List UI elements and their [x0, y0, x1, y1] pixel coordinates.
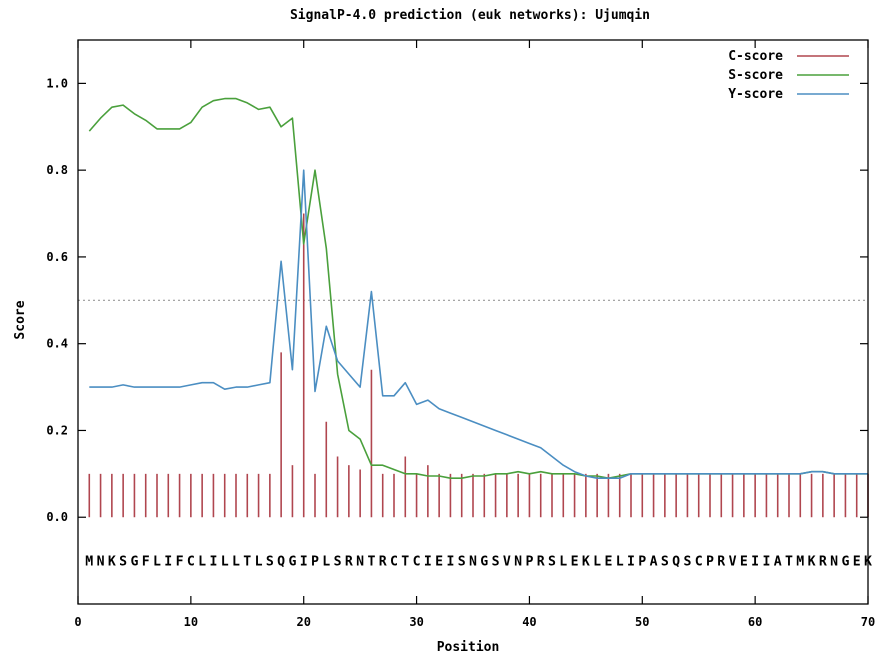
sequence-residue: R	[717, 555, 725, 570]
sequence-residue: T	[401, 555, 409, 570]
sequence-residue: G	[288, 555, 296, 570]
sequence-residue: I	[446, 555, 454, 570]
x-tick-label: 40	[522, 615, 536, 629]
sequence-residue: Q	[277, 555, 285, 570]
sequence-residue: L	[616, 555, 624, 570]
sequence-residue: G	[130, 555, 138, 570]
sequence-residue: I	[751, 555, 759, 570]
legend: C-score S-score Y-score	[728, 49, 849, 102]
sequence-residue: L	[232, 555, 240, 570]
x-axis-label: Position	[437, 640, 500, 655]
sequence-residue: S	[492, 555, 500, 570]
sequence-residue: C	[695, 555, 703, 570]
sequence-residue: A	[774, 555, 782, 570]
sequence-residue: I	[424, 555, 432, 570]
x-tick-label: 50	[635, 615, 649, 629]
sequence-residue: L	[322, 555, 330, 570]
y-score-line	[89, 169, 868, 480]
sequence-residue: V	[503, 555, 511, 570]
sequence-residue: E	[435, 555, 443, 570]
y-tick-label: 0.0	[46, 510, 68, 524]
sequence-residue: L	[593, 555, 601, 570]
sequence-residue: S	[458, 555, 466, 570]
sequence-residue: R	[819, 555, 827, 570]
y-tick-label: 0.6	[46, 250, 68, 264]
sequence-residue: C	[390, 555, 398, 570]
sequence-residue: S	[683, 555, 691, 570]
sequence-residue: K	[108, 555, 116, 570]
sequence-residue: A	[650, 555, 658, 570]
legend-label: Y-score	[728, 87, 783, 102]
legend-label: S-score	[728, 68, 783, 83]
x-tick-label: 30	[409, 615, 423, 629]
sequence-residue: L	[153, 555, 161, 570]
sequence-residue: N	[514, 555, 522, 570]
sequence-residue: E	[571, 555, 579, 570]
x-tick-label: 20	[296, 615, 310, 629]
sequence-residue: P	[311, 555, 319, 570]
score-lines	[88, 97, 868, 480]
sequence-residue: S	[119, 555, 127, 570]
sequence-residue: T	[367, 555, 375, 570]
sequence-residue: N	[356, 555, 364, 570]
sequence-residue: I	[209, 555, 217, 570]
sequence-residue: I	[300, 555, 308, 570]
y-tick-label: 0.4	[46, 337, 68, 351]
sequence-residue: L	[255, 555, 263, 570]
plot-frame	[77, 39, 869, 605]
y-axis-label: Score	[13, 300, 28, 339]
sequence-residue: P	[706, 555, 714, 570]
sequence-residue: P	[525, 555, 533, 570]
sequence-residue: K	[582, 555, 590, 570]
sequence-residue: I	[164, 555, 172, 570]
sequence-residue: I	[762, 555, 770, 570]
sequence-residue: S	[334, 555, 342, 570]
sequence-residue: G	[841, 555, 849, 570]
sequence-residue: L	[559, 555, 567, 570]
sequence-residue: F	[176, 555, 184, 570]
sequence-residue: T	[785, 555, 793, 570]
sequence-residue: K	[808, 555, 816, 570]
sequence-residue: G	[480, 555, 488, 570]
c-score-impulses	[88, 213, 869, 518]
legend-label: C-score	[728, 49, 783, 64]
sequence-residue: Q	[672, 555, 680, 570]
sequence-residue: E	[740, 555, 748, 570]
sequence-residue: S	[548, 555, 556, 570]
sequence-residue: K	[864, 555, 872, 570]
sequence-residue: N	[97, 555, 105, 570]
sequence-residue: S	[661, 555, 669, 570]
x-tick-label: 0	[74, 615, 81, 629]
y-tick-label: 0.2	[46, 423, 68, 437]
sequence-residue: N	[469, 555, 477, 570]
sequence-residue: V	[729, 555, 737, 570]
sequence-residue: L	[221, 555, 229, 570]
x-tick-label: 10	[184, 615, 198, 629]
sequence-residue: R	[537, 555, 545, 570]
sequence-residue: L	[198, 555, 206, 570]
axes: 0.0 0.2 0.4 0.6 0.8 1.0 0 10 20 30 40 50 60 70	[46, 39, 875, 629]
sequence-residue: I	[627, 555, 635, 570]
sequence-residue: M	[796, 555, 804, 570]
sequence-residue: R	[379, 555, 387, 570]
sequence-residue: P	[638, 555, 646, 570]
sequence-residue: C	[187, 555, 195, 570]
y-tick-label: 1.0	[46, 76, 68, 90]
sequence-residue: T	[243, 555, 251, 570]
sequence-residue: C	[413, 555, 421, 570]
x-tick-label: 60	[748, 615, 762, 629]
y-tick-label: 0.8	[46, 163, 68, 177]
x-tick-label: 70	[861, 615, 875, 629]
sequence-residue: F	[142, 555, 150, 570]
sequence-residue: R	[345, 555, 353, 570]
sequence-residue: E	[853, 555, 861, 570]
sequence-residue: N	[830, 555, 838, 570]
sequence-residue: M	[85, 555, 93, 570]
sequence-residue: E	[604, 555, 612, 570]
sequence-residue: S	[266, 555, 274, 570]
chart-title: SignalP-4.0 prediction (euk networks): U…	[290, 8, 650, 23]
